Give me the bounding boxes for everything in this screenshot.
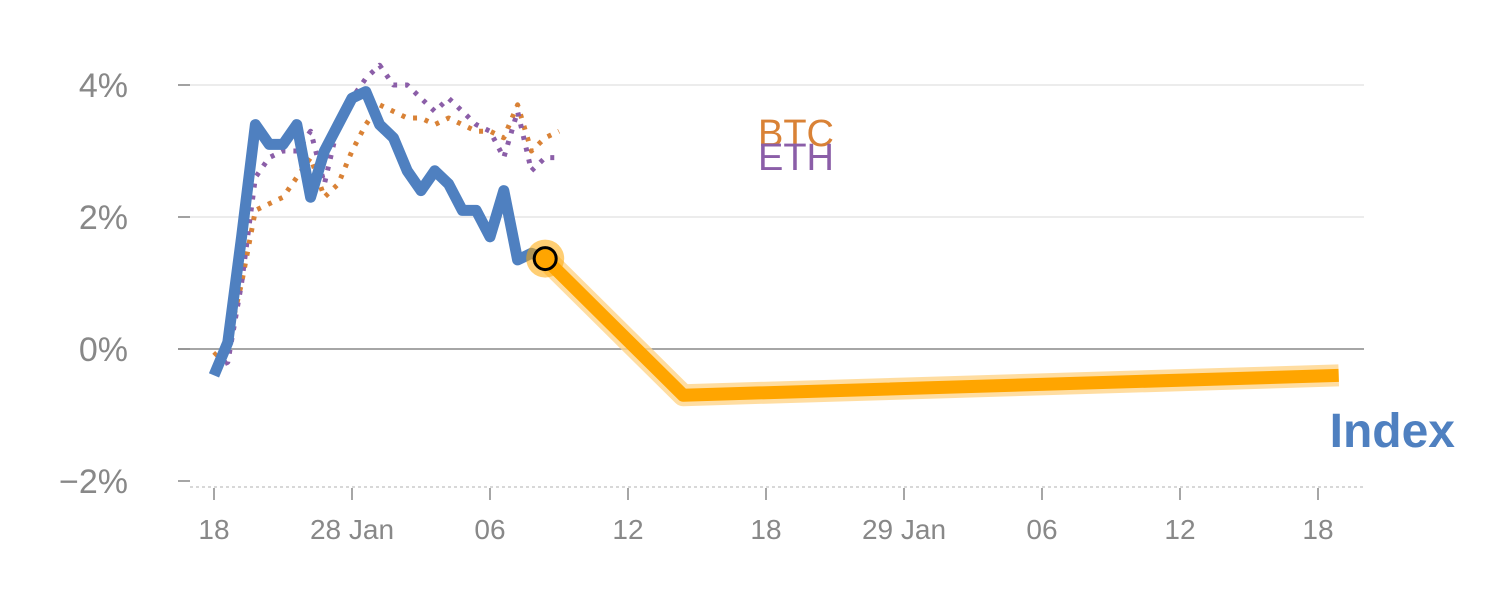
series-line-eth <box>212 62 559 372</box>
x-axis: 18 28 Jan 06 12 18 29 Jan 06 12 18 <box>198 488 1334 545</box>
x-tick-label: 12 <box>1164 514 1195 545</box>
x-tick-label: 18 <box>750 514 781 545</box>
x-tick-label: 12 <box>612 514 643 545</box>
x-tick-label: 18 <box>198 514 229 545</box>
series-label-btc: BTC <box>758 113 834 155</box>
x-tick-label: 29 Jan <box>862 514 946 545</box>
grid-lines <box>178 84 1364 488</box>
x-tick-label: 06 <box>1026 514 1057 545</box>
series-line-index <box>208 86 548 378</box>
y-tick-label: 0% <box>79 331 128 369</box>
x-tick-label: 06 <box>474 514 505 545</box>
y-axis: 4% 2% 0% −2% <box>59 67 190 501</box>
y-tick-label: −2% <box>59 463 128 501</box>
series-group <box>208 62 1340 407</box>
series-label-index: Index <box>1330 405 1456 458</box>
series-line-btc <box>212 102 561 358</box>
y-tick-label: 4% <box>79 67 128 105</box>
projection-line <box>540 253 1339 402</box>
highlight-point <box>532 246 558 272</box>
x-tick-label: 18 <box>1302 514 1333 545</box>
y-tick-label: 2% <box>79 199 128 237</box>
series-labels: BTC ETH Index <box>758 113 1455 458</box>
series-label-eth: ETH <box>758 137 834 179</box>
x-tick-label: 28 Jan <box>310 514 394 545</box>
